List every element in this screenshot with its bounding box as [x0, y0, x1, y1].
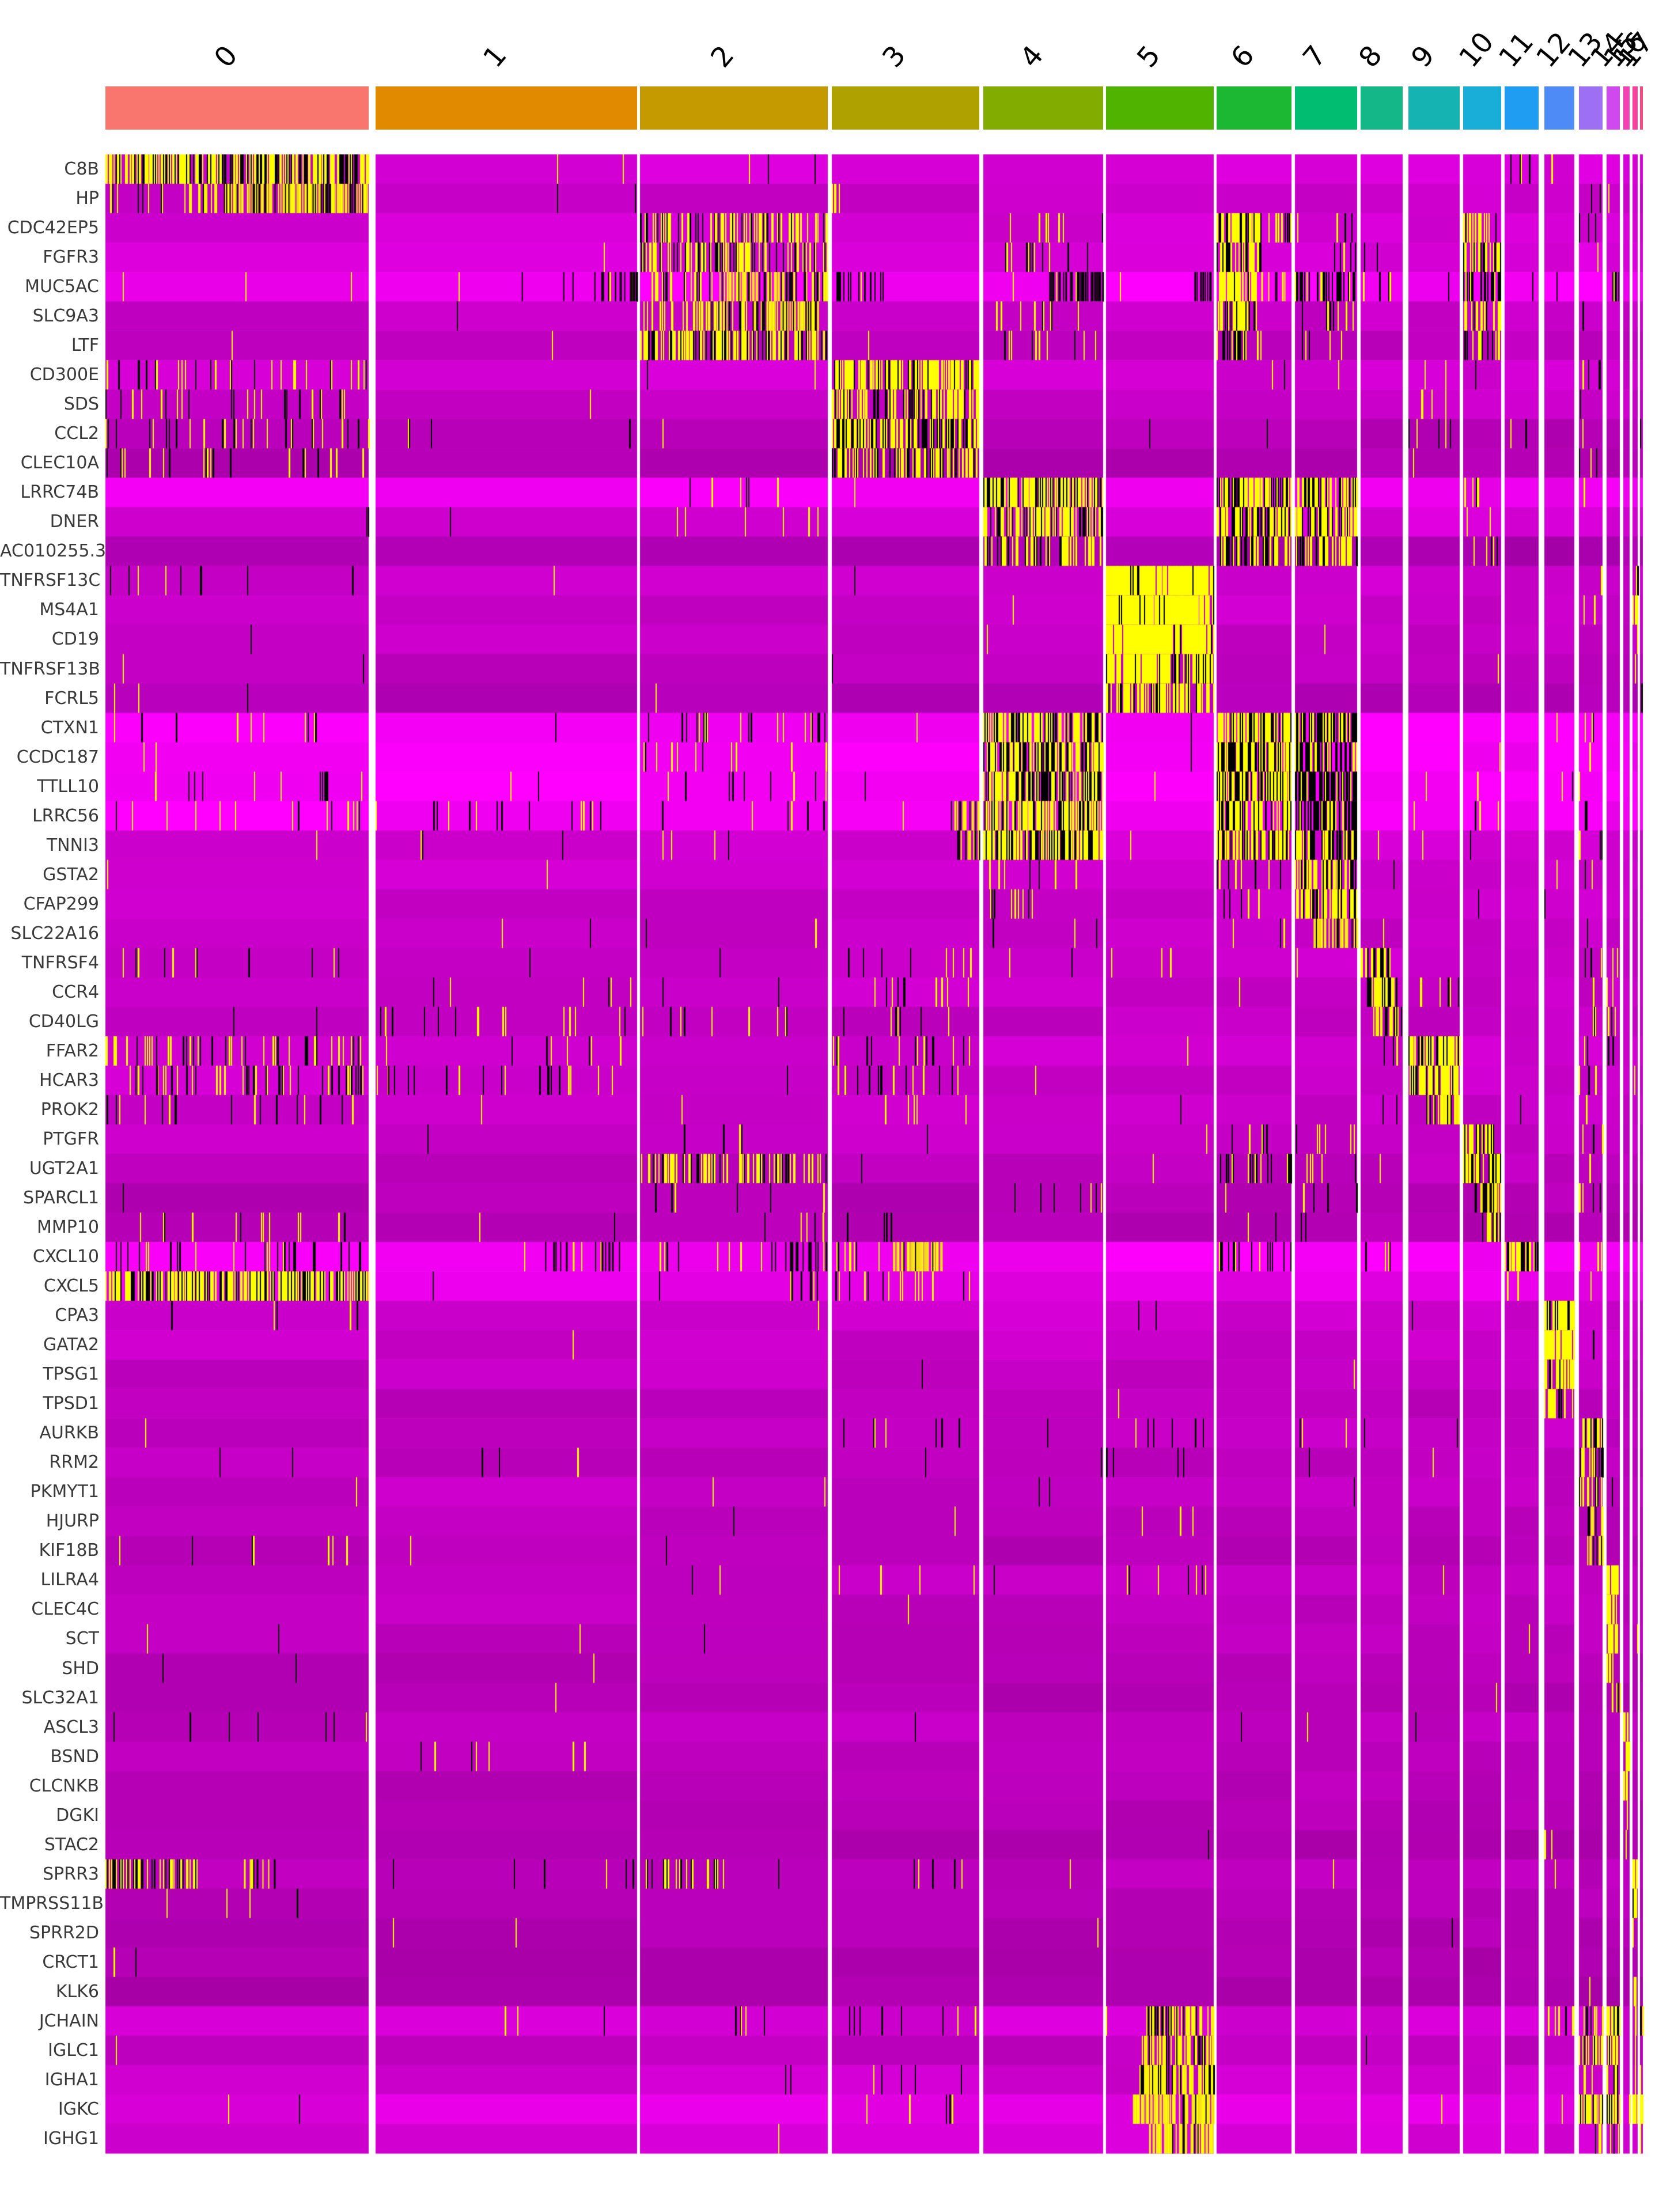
cluster-bar-0	[105, 86, 369, 130]
cluster-bar-3	[832, 86, 979, 130]
gene-label-LRRC74B: LRRC74B	[20, 482, 99, 503]
gene-label-TNFRSF13B: TNFRSF13B	[0, 658, 100, 679]
cluster-bar-1	[376, 86, 637, 130]
gene-label-DNER: DNER	[50, 512, 99, 532]
gene-label-UGT2A1: UGT2A1	[29, 1158, 99, 1179]
gene-label-SLC9A3: SLC9A3	[32, 306, 99, 327]
cluster-bar-17	[1640, 86, 1643, 130]
gene-label-LRRC56: LRRC56	[32, 805, 99, 826]
cluster-bar-12	[1544, 86, 1574, 130]
gene-label-HCAR3: HCAR3	[39, 1070, 99, 1090]
gene-label-SCT: SCT	[65, 1628, 99, 1649]
gene-label-ASCL3: ASCL3	[43, 1717, 99, 1737]
gene-label-CLEC10A: CLEC10A	[20, 453, 99, 474]
gene-label-IGHA1: IGHA1	[44, 2069, 99, 2090]
gene-label-CCL2: CCL2	[54, 423, 99, 444]
gene-label-CPA3: CPA3	[55, 1305, 99, 1326]
gene-label-CLCNKB: CLCNKB	[29, 1775, 99, 1796]
gene-label-CCDC187: CCDC187	[16, 747, 99, 767]
gene-label-TMPRSS11B: TMPRSS11B	[0, 1893, 104, 1914]
gene-label-SPRR2D: SPRR2D	[29, 1922, 99, 1943]
gene-label-RRM2: RRM2	[49, 1452, 99, 1473]
gene-label-PROK2: PROK2	[40, 1099, 99, 1120]
gene-label-SPARCL1: SPARCL1	[23, 1188, 99, 1209]
cluster-bar-9	[1408, 86, 1460, 130]
gene-label-LTF: LTF	[71, 335, 99, 356]
gene-label-IGHG1: IGHG1	[43, 2128, 99, 2149]
gene-label-FGFR3: FGFR3	[43, 247, 99, 268]
cluster-bar-13	[1579, 86, 1603, 130]
gene-label-HJURP: HJURP	[46, 1511, 99, 1532]
gene-label-CTXN1: CTXN1	[40, 717, 99, 738]
gene-label-TPSG1: TPSG1	[43, 1364, 99, 1385]
gene-label-SLC32A1: SLC32A1	[21, 1687, 100, 1708]
cluster-bar-6	[1217, 86, 1291, 130]
gene-label-CRCT1: CRCT1	[42, 1952, 99, 1972]
gene-label-DGKI: DGKI	[56, 1805, 99, 1825]
gene-label-SHD: SHD	[62, 1658, 99, 1679]
gene-label-FFAR2: FFAR2	[46, 1040, 99, 1061]
gene-label-TPSD1: TPSD1	[43, 1393, 99, 1414]
gene-label-CDC42EP5: CDC42EP5	[7, 218, 99, 238]
gene-label-PTGFR: PTGFR	[43, 1128, 99, 1149]
gene-label-MS4A1: MS4A1	[39, 600, 99, 620]
gene-label-CLEC4C: CLEC4C	[31, 1599, 99, 1620]
gene-label-GSTA2: GSTA2	[43, 864, 99, 885]
gene-label-CCR4: CCR4	[52, 982, 99, 1002]
gene-label-STAC2: STAC2	[44, 1834, 99, 1855]
gene-label-HP: HP	[75, 188, 99, 209]
gene-label-CXCL5: CXCL5	[43, 1276, 99, 1297]
gene-label-MMP10: MMP10	[36, 1217, 99, 1238]
gene-label-C8B: C8B	[64, 159, 99, 179]
gene-label-JCHAIN: JCHAIN	[39, 2010, 99, 2031]
gene-label-TTLL10: TTLL10	[37, 776, 99, 797]
gene-label-CFAP299: CFAP299	[23, 893, 99, 914]
cluster-bar-11	[1505, 86, 1539, 130]
gene-label-FCRL5: FCRL5	[44, 688, 99, 709]
gene-label-IGLC1: IGLC1	[48, 2040, 99, 2061]
gene-label-KIF18B: KIF18B	[39, 1540, 99, 1561]
gene-label-PKMYT1: PKMYT1	[30, 1482, 99, 1502]
gene-label-SPRR3: SPRR3	[43, 1863, 99, 1884]
cluster-bar-8	[1361, 86, 1403, 130]
gene-label-CD19: CD19	[51, 629, 99, 650]
cluster-bar-16	[1633, 86, 1638, 130]
gene-label-TNFRSF13C: TNFRSF13C	[0, 570, 101, 591]
gene-label-IGKC: IGKC	[58, 2099, 99, 2119]
gene-label-SDS: SDS	[63, 394, 99, 415]
cluster-bar-5	[1106, 86, 1214, 130]
gene-label-MUC5AC: MUC5AC	[25, 276, 99, 297]
gene-label-AC010255.3: AC010255.3	[0, 541, 107, 562]
cluster-bar-10	[1463, 86, 1501, 130]
gene-label-AURKB: AURKB	[39, 1423, 99, 1444]
cluster-bar-4	[983, 86, 1103, 130]
cluster-bar-2	[640, 86, 828, 130]
gene-label-KLK6: KLK6	[55, 1981, 99, 2002]
cluster-bar-7	[1295, 86, 1357, 130]
gene-label-SLC22A16: SLC22A16	[10, 923, 99, 944]
gene-label-TNNI3: TNNI3	[46, 835, 99, 855]
gene-label-GATA2: GATA2	[43, 1335, 99, 1355]
gene-label-CD40LG: CD40LG	[28, 1011, 99, 1032]
cluster-bar-14	[1607, 86, 1620, 130]
gene-label-LILRA4: LILRA4	[40, 1570, 99, 1590]
cluster-bar-15	[1623, 86, 1630, 130]
gene-label-CD300E: CD300E	[29, 365, 99, 385]
gene-label-BSND: BSND	[50, 1746, 99, 1767]
gene-label-TNFRSF4: TNFRSF4	[21, 952, 99, 973]
gene-label-CXCL10: CXCL10	[32, 1247, 99, 1267]
